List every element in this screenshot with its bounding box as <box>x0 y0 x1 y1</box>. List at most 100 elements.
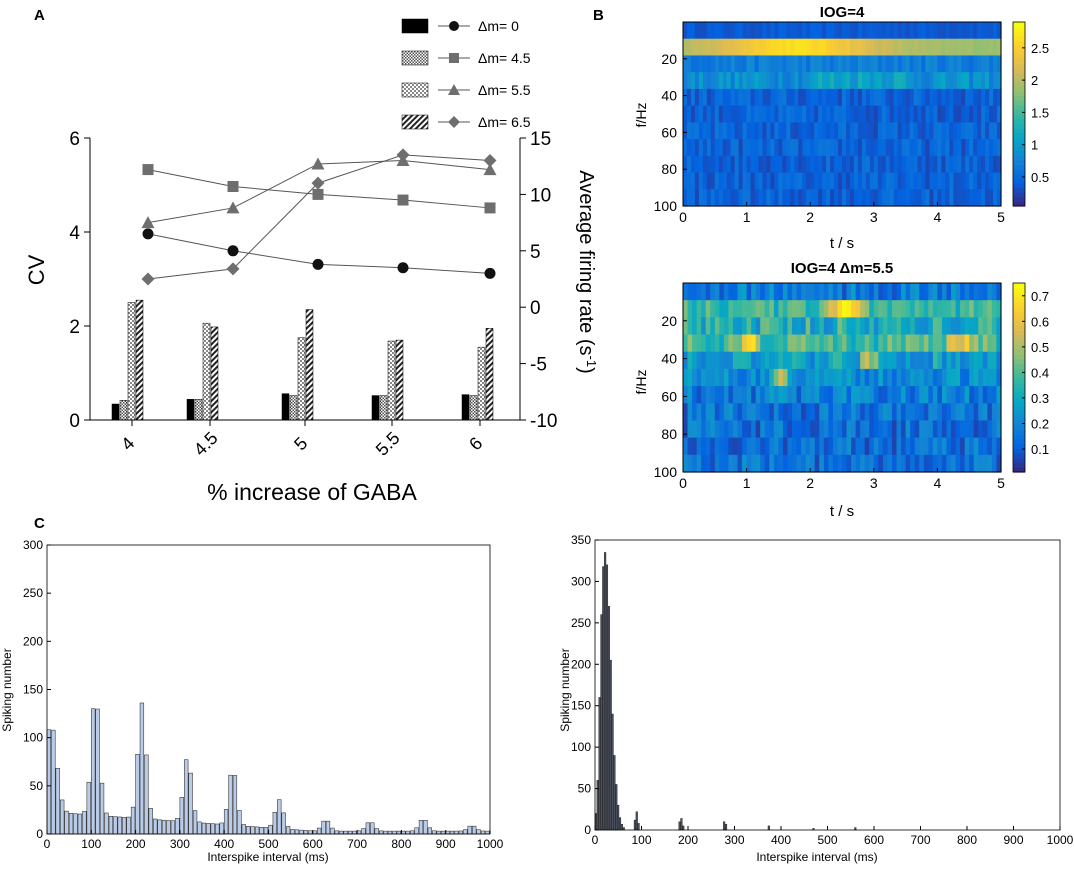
heatmap-cell <box>937 88 942 107</box>
heatmap-y-tick-label: 60 <box>661 388 677 404</box>
heatmap-cell <box>838 189 843 207</box>
heatmap-cell <box>805 283 811 301</box>
heatmap-cell <box>732 283 739 301</box>
heatmap-cell <box>969 22 974 40</box>
heatmap-cell <box>786 55 791 73</box>
heatmap-cell <box>953 72 958 90</box>
heatmap-cell <box>955 437 961 456</box>
heatmap-cell <box>723 351 730 370</box>
histogram-bar <box>449 830 455 835</box>
heatmap-cell <box>993 122 998 140</box>
histogram-bar <box>427 827 432 835</box>
heatmap-cell <box>832 437 839 456</box>
heatmap-cell <box>905 317 911 336</box>
heatmap-cell <box>901 403 907 422</box>
heatmap-cell <box>869 122 875 140</box>
heatmap-cell <box>928 317 934 336</box>
heatmap-cell <box>690 22 696 40</box>
heatmap-y-tick-label: 100 <box>654 464 678 480</box>
heatmap-cell <box>794 155 799 174</box>
heatmap-cell <box>790 189 795 207</box>
heatmap-cell <box>722 72 728 90</box>
heatmap-cell <box>766 72 772 90</box>
heatmap-cell <box>869 139 875 157</box>
heatmap-cell <box>690 88 696 107</box>
heatmap-cell <box>949 105 954 123</box>
heatmap-cell <box>694 22 700 40</box>
heatmap-cell <box>973 300 979 318</box>
heatmap-cell <box>846 351 852 370</box>
histogram-bar <box>374 828 379 835</box>
heatmap-cell <box>914 334 920 353</box>
heatmap-cell <box>737 386 743 404</box>
heatmap-cell <box>718 38 724 57</box>
heatmap-bottom-title: IOG=4 Δm=5.5 <box>791 260 894 277</box>
heatmap-cell <box>928 351 934 370</box>
heatmap-cell <box>730 72 736 90</box>
heatmap-cell <box>851 454 857 473</box>
heatmap-x-tick-label: 2 <box>806 209 814 225</box>
heatmap-cell <box>719 420 725 439</box>
heatmap-cell <box>928 386 934 404</box>
heatmap-cell <box>993 105 998 123</box>
heatmap-cell <box>810 351 816 370</box>
heatmap-cell <box>910 420 916 439</box>
heatmap-cell <box>993 38 998 57</box>
heatmap-cell <box>860 334 866 353</box>
histogram-bar <box>454 830 459 835</box>
heatmap-cell <box>701 300 707 318</box>
heatmap-cell <box>991 437 998 456</box>
heatmap-cell <box>737 300 743 318</box>
histogram-bar <box>272 811 277 835</box>
histogram-x-tick-label: 600 <box>303 837 323 851</box>
heatmap-cell <box>887 454 893 473</box>
heatmap-cell <box>792 351 798 370</box>
heatmap-cell <box>710 403 716 422</box>
heatmap-cell <box>945 155 950 174</box>
heatmap-cell <box>837 420 843 439</box>
histogram-y-tick-label: 250 <box>23 586 43 600</box>
histogram-frame <box>594 539 1061 831</box>
heatmap-cell <box>810 105 815 123</box>
heatmap-cell <box>810 300 816 318</box>
heatmap-cell <box>801 283 807 301</box>
heatmap-cell <box>746 22 752 40</box>
heatmap-cell <box>694 72 700 90</box>
heatmap-cell <box>738 88 744 107</box>
heatmap-cell <box>973 368 979 387</box>
heatmap-cell <box>905 122 911 140</box>
heatmap-cell <box>882 334 889 353</box>
histogram-bar <box>387 830 393 835</box>
x-tick-label: 5.5 <box>372 428 404 460</box>
heatmap-cell <box>696 283 702 301</box>
heatmap-cell <box>722 122 728 140</box>
histogram-bar <box>635 811 638 831</box>
heatmap-cell <box>969 368 975 387</box>
heatmap-cell <box>937 38 942 57</box>
heatmap-cell <box>696 300 702 318</box>
heatmap-cell <box>905 454 911 473</box>
heatmap-cell <box>837 300 843 318</box>
heatmap-cell <box>914 317 920 336</box>
heatmap-cell <box>696 420 702 439</box>
heatmap-cell <box>873 155 879 174</box>
heatmap-cell <box>755 403 761 422</box>
histogram-bar <box>334 830 339 835</box>
heatmap-cell <box>929 38 935 57</box>
heatmap-cell <box>830 172 835 190</box>
heatmap-cell <box>778 334 784 353</box>
heatmap-cell <box>969 283 975 301</box>
histogram-bar <box>215 823 220 835</box>
heatmap-cell <box>760 334 766 353</box>
heatmap-cell <box>696 317 702 336</box>
histogram-x-tick-label: 700 <box>347 837 367 851</box>
heatmap-cell <box>683 283 689 301</box>
heatmap-cell <box>913 22 919 40</box>
histogram-bar <box>458 830 464 835</box>
heatmap-cell <box>928 300 934 318</box>
heatmap-cell <box>828 420 834 439</box>
heatmap-cell <box>790 22 795 40</box>
heatmap-cell <box>946 334 952 353</box>
heatmap-cell <box>901 172 907 190</box>
heatmap-cell <box>878 317 884 336</box>
